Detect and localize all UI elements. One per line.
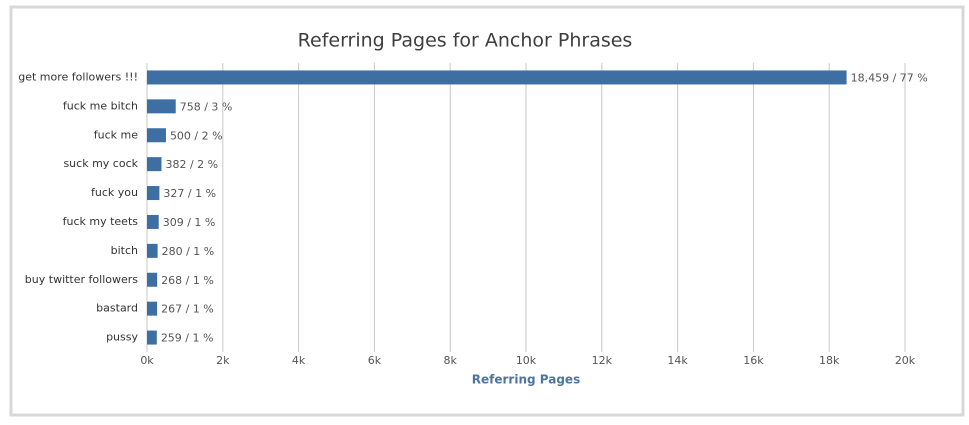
x-tick-label: 20k [895, 354, 916, 367]
y-tick-label: suck my cock [63, 157, 138, 170]
data-label: 758 / 3 % [180, 100, 233, 113]
data-label: 382 / 2 % [165, 158, 218, 171]
bar [147, 157, 162, 172]
bar [147, 128, 166, 143]
y-tick-label: get more followers !!! [18, 70, 138, 83]
bar [147, 330, 157, 345]
data-label: 18,459 / 77 % [851, 71, 928, 84]
bar [147, 99, 176, 114]
x-tick-label: 14k [667, 354, 688, 367]
x-tick-label: 10k [516, 354, 537, 367]
x-tick-label: 6k [368, 354, 382, 367]
x-tick-label: 2k [216, 354, 230, 367]
data-label: 280 / 1 % [162, 245, 215, 258]
bar [147, 272, 158, 287]
x-tick-label: 16k [743, 354, 764, 367]
x-tick-label: 18k [819, 354, 840, 367]
y-tick-label: bastard [96, 302, 138, 315]
data-label: 309 / 1 % [163, 216, 216, 229]
x-tick-label: 4k [292, 354, 306, 367]
bar [147, 70, 847, 85]
bar [147, 214, 159, 229]
y-tick-label: fuck me [94, 128, 138, 141]
x-tick-label: 12k [592, 354, 613, 367]
data-label: 259 / 1 % [161, 332, 214, 345]
y-tick-label: fuck you [91, 186, 138, 199]
y-tick-label: pussy [106, 331, 138, 344]
data-label: 268 / 1 % [161, 274, 214, 287]
chart-title: Referring Pages for Anchor Phrases [298, 30, 633, 52]
data-label: 500 / 2 % [170, 129, 223, 142]
x-tick-label: 8k [444, 354, 458, 367]
bar [147, 186, 160, 201]
bar [147, 301, 158, 316]
y-tick-label: bitch [111, 244, 138, 257]
bar [147, 243, 158, 258]
y-tick-label: buy twitter followers [25, 273, 138, 286]
y-tick-label: fuck me bitch [63, 99, 138, 112]
data-label: 327 / 1 % [163, 187, 216, 200]
data-label: 267 / 1 % [161, 303, 214, 316]
x-tick-label: 0k [140, 354, 154, 367]
y-tick-label: fuck my teets [63, 215, 139, 228]
x-axis-title: Referring Pages [472, 373, 580, 387]
